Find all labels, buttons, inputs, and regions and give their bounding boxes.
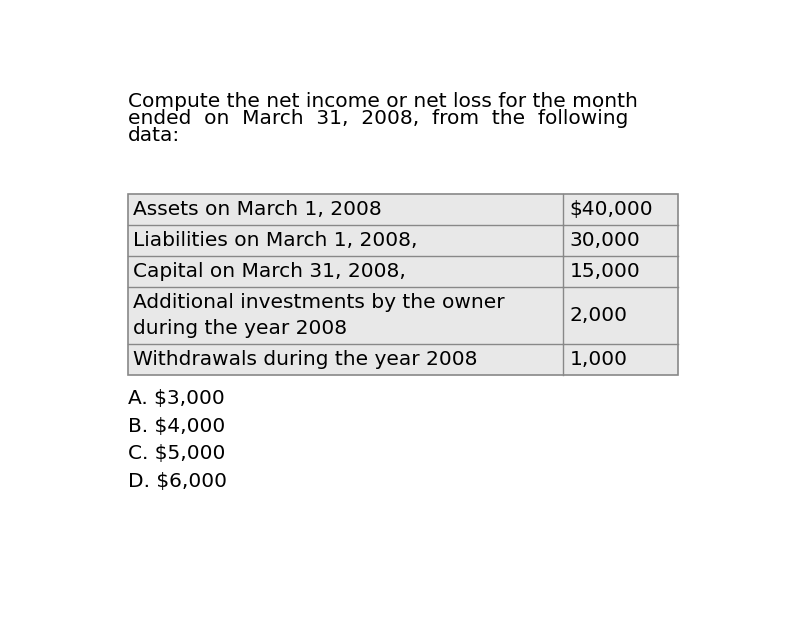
Bar: [127, 194, 678, 225]
Text: 30,000: 30,000: [570, 231, 641, 250]
Text: data:: data:: [127, 125, 180, 145]
Bar: [127, 256, 678, 286]
Text: Withdrawals during the year 2008: Withdrawals during the year 2008: [133, 350, 478, 369]
Text: Compute the net income or net loss for the month: Compute the net income or net loss for t…: [127, 92, 637, 111]
Bar: [127, 286, 678, 344]
Text: B. $4,000: B. $4,000: [127, 417, 225, 436]
Text: Capital on March 31, 2008,: Capital on March 31, 2008,: [133, 261, 406, 281]
Text: D. $6,000: D. $6,000: [127, 472, 227, 491]
Text: 2,000: 2,000: [570, 306, 627, 325]
Text: A. $3,000: A. $3,000: [127, 389, 224, 408]
Text: C. $5,000: C. $5,000: [127, 444, 225, 464]
Bar: [127, 225, 678, 256]
Bar: [127, 344, 678, 375]
Text: 1,000: 1,000: [570, 350, 627, 369]
Bar: [127, 194, 678, 375]
Text: Liabilities on March 1, 2008,: Liabilities on March 1, 2008,: [133, 231, 418, 250]
Text: Additional investments by the owner
during the year 2008: Additional investments by the owner duri…: [133, 293, 505, 338]
Text: ended  on  March  31,  2008,  from  the  following: ended on March 31, 2008, from the follow…: [127, 109, 628, 128]
Text: $40,000: $40,000: [570, 200, 653, 219]
Text: 15,000: 15,000: [570, 261, 641, 281]
Text: Assets on March 1, 2008: Assets on March 1, 2008: [133, 200, 382, 219]
